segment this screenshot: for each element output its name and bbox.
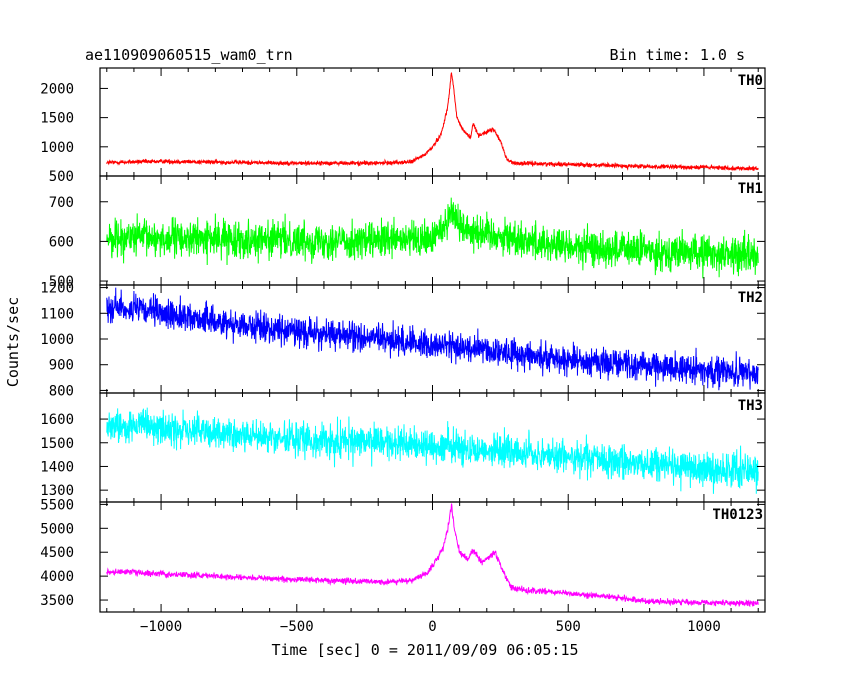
y-tick-label: 1200: [40, 281, 74, 297]
panel-label-th1: TH1: [738, 181, 763, 197]
x-tick-label: 500: [556, 619, 581, 635]
y-tick-label: 4000: [40, 569, 74, 585]
panel-frame: [99, 501, 766, 613]
chart-source-title: ae110909060515_wam0_trn: [85, 46, 293, 64]
series-line-th2: [106, 287, 759, 391]
y-tick-label: 5000: [40, 521, 74, 537]
y-tick-label: 3500: [40, 593, 74, 609]
x-tick-label: 0: [428, 619, 436, 635]
y-tick-label: 4500: [40, 545, 74, 561]
y-tick-label: 1100: [40, 306, 74, 322]
series-line-th3: [106, 407, 759, 494]
plot-layer: 500 1000 1500 2000 TH0 500 600 700 TH1 800 900 1000…: [40, 67, 766, 635]
series-line-th1: [106, 197, 759, 279]
panel-frame: [99, 284, 766, 394]
y-tick-label: 1600: [40, 412, 74, 428]
y-tick-label: 5500: [40, 497, 74, 513]
series-line-th0123: [106, 503, 759, 608]
y-tick-label: 1300: [40, 483, 74, 499]
panel-th3: 1300 1400 1500 1600 TH3: [40, 392, 766, 503]
x-tick-label: 1000: [687, 619, 721, 635]
y-tick-label: 1000: [40, 332, 74, 348]
x-tick-label: −500: [280, 619, 314, 635]
y-tick-label: 1500: [40, 111, 74, 127]
x-axis-title: Time [sec] 0 = 2011/09/09 06:05:15: [271, 641, 578, 659]
y-tick-label: 1400: [40, 459, 74, 475]
y-tick-label: 1000: [40, 140, 74, 156]
y-tick-label: 900: [49, 358, 74, 374]
panel-label-th3: TH3: [738, 398, 763, 414]
panel-label-th2: TH2: [738, 290, 763, 306]
y-tick-label: 700: [49, 195, 74, 211]
y-tick-label: 500: [49, 274, 74, 290]
panel-label-th0: TH0: [738, 73, 763, 89]
y-tick-label: 600: [49, 234, 74, 250]
panel-th2: 800 900 1000 1100 1200 TH2: [40, 281, 766, 399]
x-tick-label: −1000: [140, 619, 182, 635]
panel-label-th0123: TH0123: [712, 507, 763, 523]
panel-th1: 500 600 700 TH1: [49, 175, 766, 290]
y-tick-label: 800: [49, 383, 74, 399]
panel-th0: 500 1000 1500 2000 TH0: [40, 67, 766, 185]
panel-th0123: 3500 4000 4500 5000 5500 TH0123: [40, 497, 766, 613]
bin-time-label: Bin time: 1.0 s: [610, 46, 745, 64]
y-tick-label: 500: [49, 169, 74, 185]
y-tick-label: 1500: [40, 436, 74, 452]
y-axis-title: Counts/sec: [4, 297, 22, 387]
series-line-th0: [106, 72, 759, 172]
y-tick-label: 2000: [40, 81, 74, 97]
